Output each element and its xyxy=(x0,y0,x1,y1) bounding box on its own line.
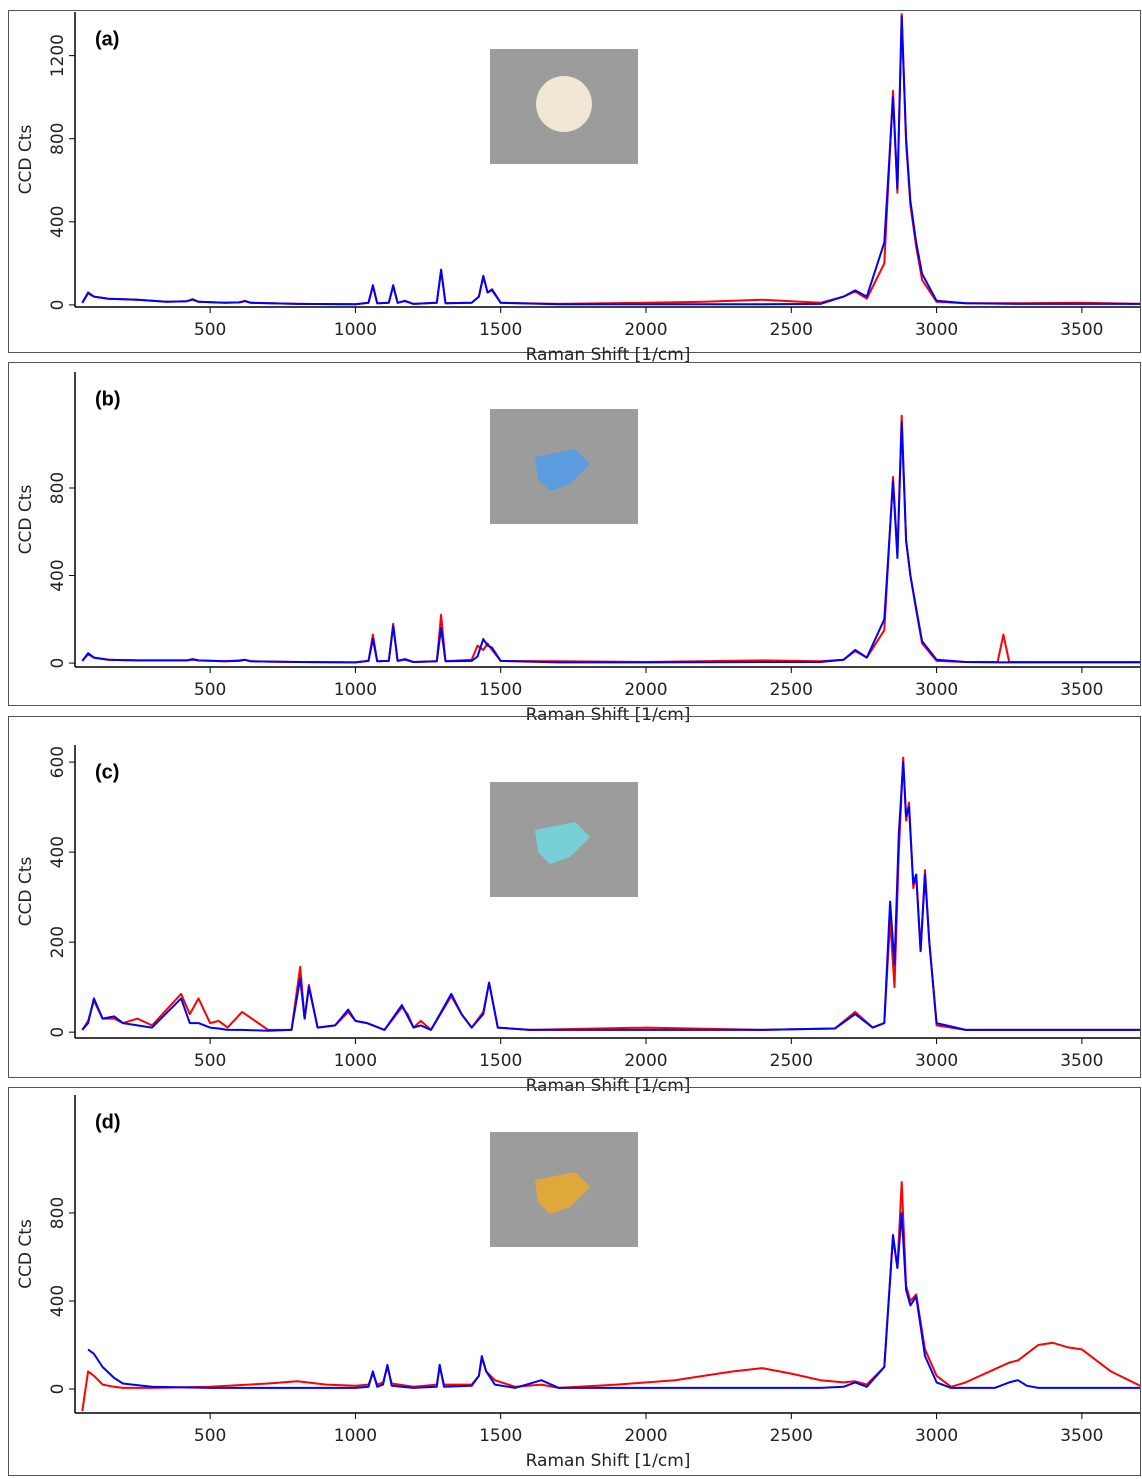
x-tick-label: 1000 xyxy=(334,320,377,340)
panel: 500 1000 1500 2000 2500 3000 3500 0 400 800 CCD Ct… xyxy=(8,362,1141,725)
y-axis-label: CCD Cts xyxy=(16,1219,36,1289)
x-tick-label: 2500 xyxy=(770,680,813,700)
y-tick-label: 1200 xyxy=(48,34,68,77)
panel-label: (b) xyxy=(95,388,121,410)
y-axis-label: CCD Cts xyxy=(16,857,36,927)
x-tick-label: 3000 xyxy=(915,1426,958,1446)
spectrum-line xyxy=(81,1181,1140,1412)
x-tick-label: 1500 xyxy=(479,680,522,700)
x-tick-label: 3500 xyxy=(1060,680,1103,700)
y-tick-label: 0 xyxy=(48,1027,68,1038)
panel-label: (c) xyxy=(95,761,119,783)
x-tick-label: 2500 xyxy=(770,320,813,340)
sample-photo xyxy=(490,49,638,164)
x-axis-label: Raman Shift [1/cm] xyxy=(526,1451,691,1471)
y-tick-label: 0 xyxy=(48,300,68,311)
x-tick-label: 1000 xyxy=(334,1426,377,1446)
x-axis-label: Raman Shift [1/cm] xyxy=(526,705,691,725)
panel-label: (a) xyxy=(95,28,119,50)
x-tick-label: 3500 xyxy=(1060,1426,1103,1446)
panel-frame xyxy=(8,1087,1141,1476)
spectrum-line xyxy=(81,761,1140,1032)
sample-photo xyxy=(490,782,638,897)
x-tick-label: 2500 xyxy=(770,1426,813,1446)
spectrum-line xyxy=(87,1212,1140,1389)
x-axis-label: Raman Shift [1/cm] xyxy=(526,1076,691,1096)
y-tick-label: 800 xyxy=(48,472,68,504)
panel: 500 1000 1500 2000 2500 3000 3500 0 400 800 CCD Ct… xyxy=(8,1087,1141,1476)
x-tick-label: 2000 xyxy=(624,320,667,340)
panel-frame xyxy=(8,716,1141,1078)
x-tick-label: 2000 xyxy=(624,1051,667,1071)
panel: 500 1000 1500 2000 2500 3000 3500 0 200 400 600 CCD… xyxy=(8,716,1141,1096)
x-tick-label: 1500 xyxy=(479,1426,522,1446)
x-tick-label: 3000 xyxy=(915,320,958,340)
x-tick-label: 2500 xyxy=(770,1051,813,1071)
x-axis-label: Raman Shift [1/cm] xyxy=(526,345,691,365)
y-tick-label: 600 xyxy=(48,746,68,778)
y-tick-label: 800 xyxy=(48,1197,68,1229)
panel-frame xyxy=(8,10,1141,353)
y-tick-label: 400 xyxy=(48,206,68,238)
y-tick-label: 400 xyxy=(48,1285,68,1317)
x-tick-label: 500 xyxy=(194,1426,226,1446)
panel-label: (d) xyxy=(95,1111,121,1133)
y-tick-label: 200 xyxy=(48,926,68,958)
x-tick-label: 1500 xyxy=(479,320,522,340)
x-tick-label: 2000 xyxy=(624,680,667,700)
panel-frame xyxy=(8,362,1141,706)
x-tick-label: 500 xyxy=(194,680,226,700)
x-tick-label: 3000 xyxy=(915,680,958,700)
y-axis-label: CCD Cts xyxy=(16,125,36,195)
y-tick-label: 800 xyxy=(48,122,68,154)
x-tick-label: 3500 xyxy=(1060,1051,1103,1071)
x-tick-label: 2000 xyxy=(624,1426,667,1446)
x-tick-label: 500 xyxy=(194,320,226,340)
x-tick-label: 1000 xyxy=(334,1051,377,1071)
x-tick-label: 500 xyxy=(194,1051,226,1071)
y-tick-label: 400 xyxy=(48,836,68,868)
x-tick-label: 1500 xyxy=(479,1051,522,1071)
sample-photo xyxy=(490,1132,638,1247)
x-tick-label: 3500 xyxy=(1060,320,1103,340)
y-axis-label: CCD Cts xyxy=(16,485,36,555)
x-tick-label: 1000 xyxy=(334,680,377,700)
spectrum-line xyxy=(81,421,1140,664)
y-tick-label: 0 xyxy=(48,658,68,669)
x-tick-label: 3000 xyxy=(915,1051,958,1071)
sample-photo xyxy=(490,409,638,524)
spectrum-line xyxy=(81,15,1140,306)
y-tick-label: 400 xyxy=(48,559,68,591)
panel: 500 1000 1500 2000 2500 3000 3500 0 400 800 1200 CC… xyxy=(8,10,1141,365)
y-tick-label: 0 xyxy=(48,1384,68,1395)
